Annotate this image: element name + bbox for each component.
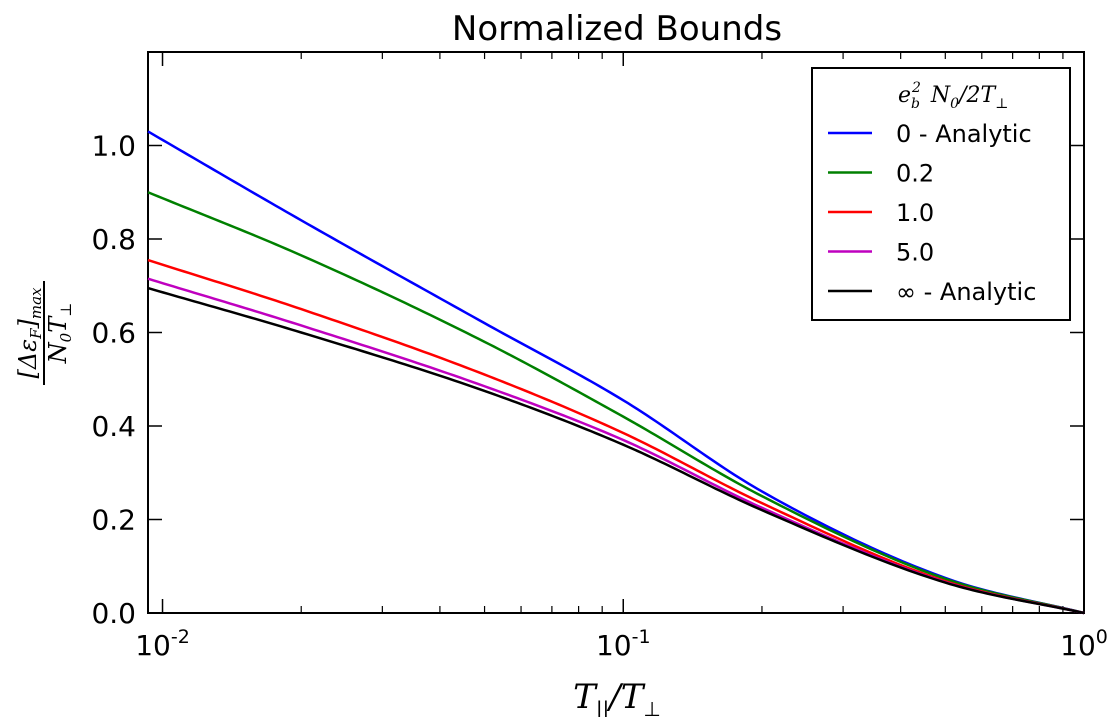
y-tick-label: 0.4 — [91, 410, 136, 443]
y-tick-labels: 0.0 0.2 0.4 0.6 0.8 1.0 — [91, 130, 136, 631]
chart-title: Normalized Bounds — [452, 9, 782, 49]
y-tick-label: 0.8 — [91, 223, 136, 256]
x-tick-label: 10-2 — [135, 626, 190, 662]
legend-label: 0.2 — [896, 160, 934, 188]
x-tick-label: 10-1 — [596, 626, 651, 662]
y-axis-label: [ΔεF]max N0T⊥ — [14, 281, 75, 385]
legend-label: ∞ - Analytic — [896, 278, 1036, 306]
y-label-denominator: N0T⊥ — [44, 303, 75, 365]
y-tick-label: 1.0 — [91, 130, 136, 163]
legend-entries: 0 - Analytic 0.2 1.0 5.0 ∞ - Analytic — [828, 120, 1036, 306]
legend-box — [811, 67, 1071, 321]
series-line — [147, 191, 1085, 615]
x-tick-labels: 10-2 10-1 100 — [135, 626, 1107, 662]
y-tick-label: 0.0 — [91, 597, 136, 630]
y-tick-label: 0.2 — [91, 504, 136, 537]
legend-label: 1.0 — [896, 199, 934, 227]
legend-label: 0 - Analytic — [896, 120, 1032, 148]
legend: eb2 N0/2T⊥ 0 - Analytic 0.2 1.0 5.0 ∞ - Analy… — [811, 67, 1071, 321]
x-axis-label: T||/T⊥ — [573, 677, 661, 717]
y-label-numerator: [ΔεF]max — [14, 287, 45, 379]
legend-title: eb2 N0/2T⊥ — [898, 80, 1008, 112]
legend-label: 5.0 — [896, 239, 934, 267]
series-line — [147, 286, 1085, 615]
x-tick-label: 100 — [1060, 626, 1107, 662]
y-tick-label: 0.6 — [91, 317, 136, 350]
series-lines — [147, 130, 1085, 615]
